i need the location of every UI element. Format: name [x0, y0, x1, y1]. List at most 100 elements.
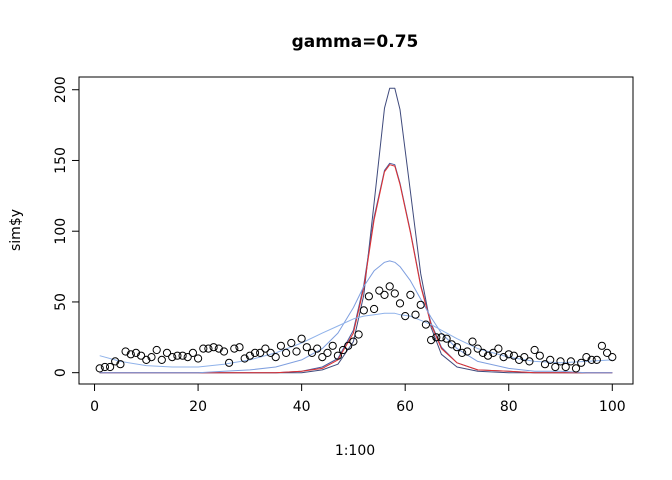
y-tick-label: 50 — [53, 293, 69, 311]
series-line-5 — [99, 312, 613, 368]
data-point — [178, 351, 187, 360]
data-point — [328, 341, 337, 350]
data-point — [126, 350, 135, 359]
data-point — [587, 355, 596, 364]
data-point — [608, 353, 617, 362]
data-point — [509, 351, 519, 360]
data-point — [561, 362, 570, 372]
data-point — [100, 362, 110, 372]
y-tick-label: 0 — [53, 368, 69, 377]
data-point — [463, 347, 472, 356]
data-point — [188, 348, 197, 357]
y-axis: 0 50 100 150 200 — [53, 76, 80, 377]
data-point — [183, 353, 192, 362]
data-point — [250, 348, 260, 357]
x-axis-label: 1:100 — [335, 443, 375, 459]
data-point — [364, 292, 373, 301]
y-tick-label: 100 — [53, 218, 69, 245]
data-point — [442, 334, 451, 343]
data-point — [520, 353, 529, 362]
data-point — [209, 343, 218, 352]
data-point — [339, 345, 348, 355]
data-points — [95, 282, 617, 373]
series-line-4 — [99, 260, 613, 374]
data-point — [473, 344, 482, 353]
data-point — [354, 330, 363, 339]
x-axis: 0 20 40 60 80 100 — [90, 383, 626, 415]
series-lines — [99, 87, 613, 374]
data-point — [525, 357, 534, 366]
y-tick-label: 150 — [53, 147, 69, 174]
data-point — [168, 353, 177, 362]
data-point — [276, 341, 285, 350]
data-point — [390, 289, 399, 298]
data-point — [395, 299, 405, 308]
data-point — [577, 358, 586, 367]
data-point — [401, 312, 410, 321]
data-point — [504, 350, 513, 359]
x-tick-label: 20 — [189, 399, 207, 415]
data-point — [95, 364, 104, 373]
x-tick-label: 40 — [293, 399, 311, 415]
data-point — [556, 357, 565, 366]
data-point — [173, 351, 182, 360]
chart-title: gamma=0.75 — [292, 32, 419, 52]
data-point — [142, 355, 151, 364]
data-point — [597, 341, 607, 350]
series-line-3 — [99, 164, 613, 374]
data-point — [349, 337, 358, 346]
data-point — [111, 357, 120, 366]
data-point — [359, 306, 368, 315]
data-point — [297, 334, 306, 343]
data-point — [137, 351, 146, 360]
data-point — [271, 353, 280, 362]
data-point — [106, 362, 115, 372]
data-point — [323, 348, 332, 357]
data-point — [458, 348, 467, 357]
data-point — [147, 353, 156, 362]
data-point — [287, 338, 296, 348]
data-point — [468, 337, 477, 346]
data-point — [515, 355, 524, 364]
data-point — [540, 360, 550, 369]
data-point — [427, 336, 436, 345]
data-point — [385, 282, 394, 291]
data-point — [375, 286, 384, 295]
data-point — [582, 353, 591, 362]
data-point — [416, 300, 425, 309]
data-point — [483, 351, 493, 360]
data-point — [411, 310, 420, 319]
data-point — [194, 354, 203, 363]
x-tick-label: 60 — [396, 399, 414, 415]
data-point — [199, 344, 208, 353]
y-tick-label: 200 — [53, 76, 69, 103]
data-point — [432, 333, 441, 342]
data-point — [219, 347, 229, 356]
data-point — [256, 348, 265, 357]
data-point — [406, 290, 415, 299]
data-point — [546, 355, 555, 364]
data-point — [478, 348, 487, 357]
y-axis-label: sim$y — [8, 209, 24, 251]
x-tick-label: 0 — [90, 399, 99, 415]
data-point — [235, 343, 244, 352]
data-point — [204, 344, 213, 353]
data-point — [302, 343, 311, 352]
data-point — [225, 358, 234, 367]
data-point — [292, 347, 301, 356]
data-point — [282, 348, 291, 357]
data-point — [380, 290, 389, 299]
data-point — [551, 362, 560, 372]
data-point — [452, 343, 462, 352]
data-point — [307, 348, 317, 357]
data-point — [116, 360, 125, 369]
data-point — [571, 364, 581, 373]
data-point — [447, 340, 456, 349]
data-point — [162, 348, 172, 357]
data-point — [494, 344, 503, 353]
data-point — [530, 345, 539, 355]
data-point — [230, 344, 239, 353]
x-tick-label: 80 — [500, 399, 518, 415]
